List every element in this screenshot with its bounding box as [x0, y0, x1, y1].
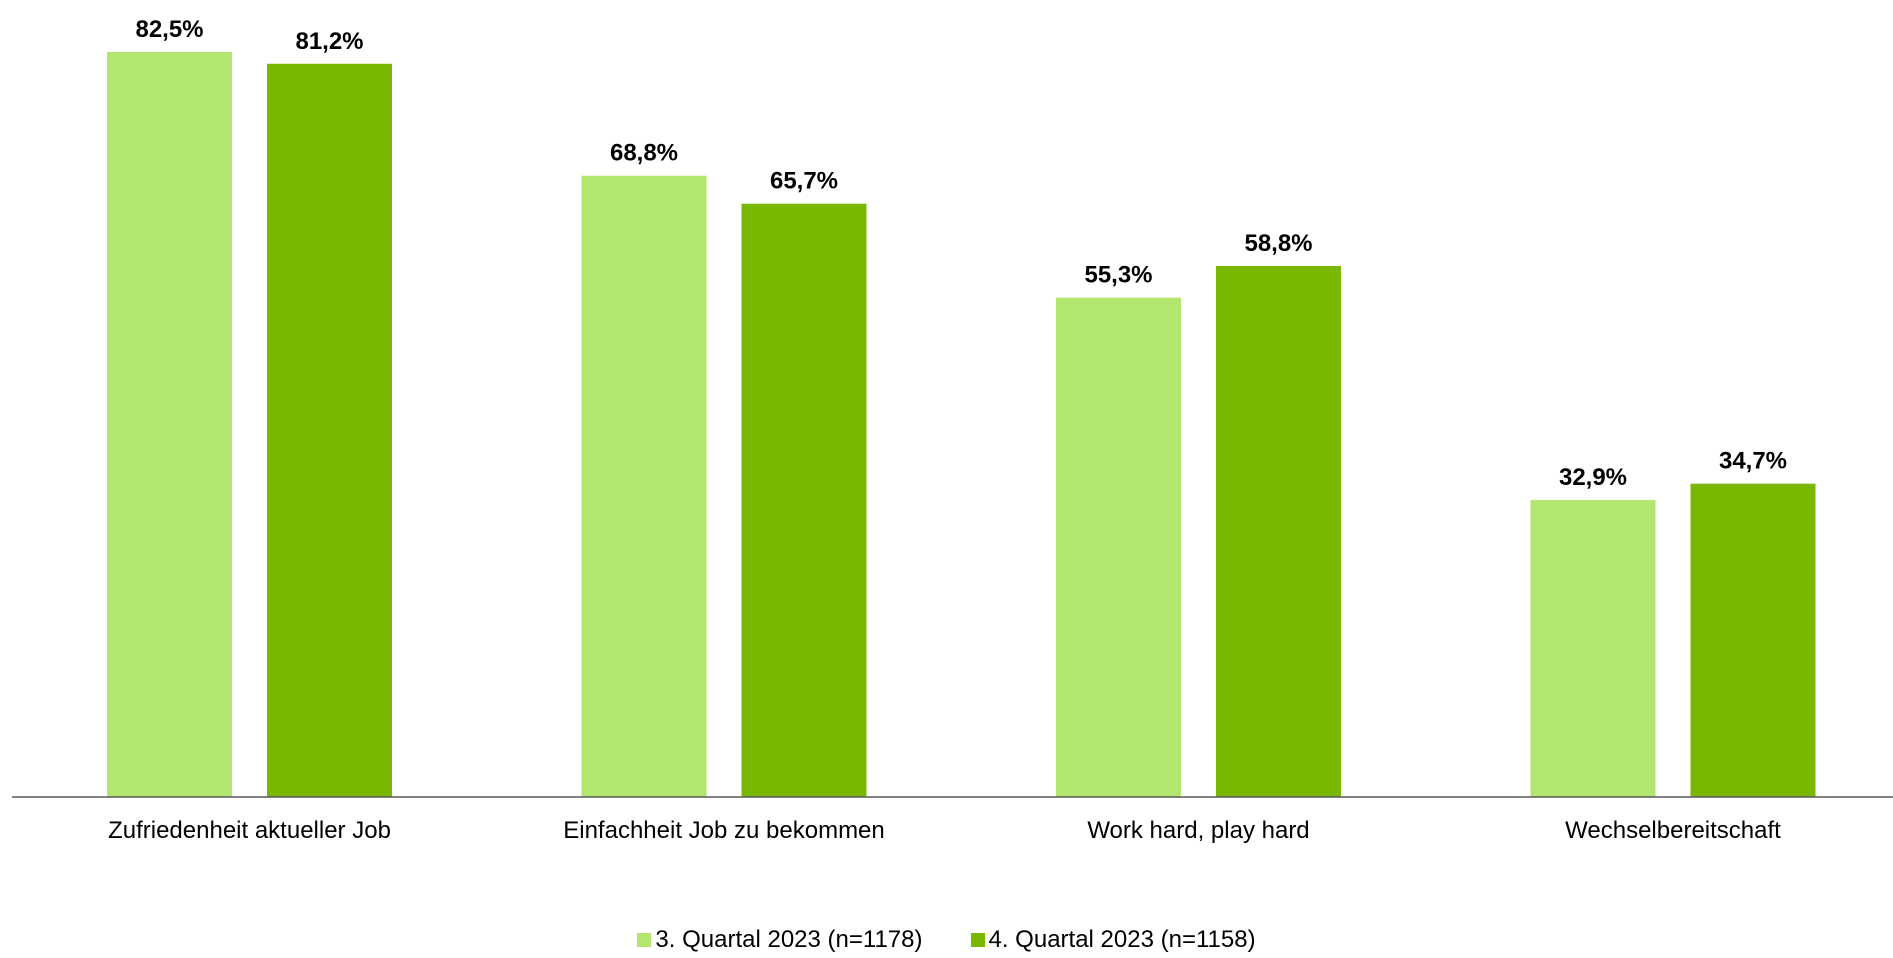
bar-series1-1: [107, 52, 232, 797]
data-label-series1-2: 68,8%: [610, 140, 678, 167]
legend-swatch: [970, 933, 985, 947]
legend-label: 4. Quartal 2023 (n=1158): [988, 926, 1256, 953]
data-label-series2-3: 58,8%: [1244, 230, 1312, 257]
x-tick-label: Einfachheit Job zu bekommen: [563, 817, 885, 844]
legend-label: 3. Quartal 2023 (n=1178): [655, 926, 923, 953]
legend-swatch: [637, 933, 652, 947]
x-tick-label: Wechselbereitschaft: [1565, 817, 1781, 844]
bar-series2-3: [1216, 266, 1341, 797]
x-tick-label: Zufriedenheit aktueller Job: [108, 817, 391, 844]
legend-item-series2: 4. Quartal 2023 (n=1158): [970, 926, 1256, 954]
data-label-series1-1: 82,5%: [135, 16, 203, 43]
data-label-series1-4: 32,9%: [1559, 464, 1627, 491]
data-label-series2-4: 34,7%: [1719, 448, 1787, 475]
bar-series1-3: [1056, 297, 1181, 797]
x-tick-labels-layer: Zufriedenheit aktueller Job Einfachheit J…: [108, 817, 1781, 844]
data-labels-layer: 82,5% 81,2% 68,8% 65,7% 55,3% 58,8% 32,9% 34,7%: [135, 16, 1787, 491]
bar-series2-2: [741, 203, 867, 797]
bar-series2-1: [267, 63, 392, 798]
data-label-series2-1: 81,2%: [295, 28, 363, 55]
x-tick-label: Work hard, play hard: [1087, 817, 1309, 844]
bar-series2-4: [1690, 483, 1816, 797]
data-label-series2-2: 65,7%: [770, 168, 838, 195]
bar-series1-4: [1530, 499, 1656, 797]
bars-layer: [107, 52, 1816, 798]
data-label-series1-3: 55,3%: [1084, 262, 1152, 289]
bar-series1-2: [581, 175, 707, 798]
legend: 3. Quartal 2023 (n=1178) 4. Quartal 2023 …: [0, 926, 1893, 954]
legend-item-series1: 3. Quartal 2023 (n=1178): [637, 926, 923, 954]
